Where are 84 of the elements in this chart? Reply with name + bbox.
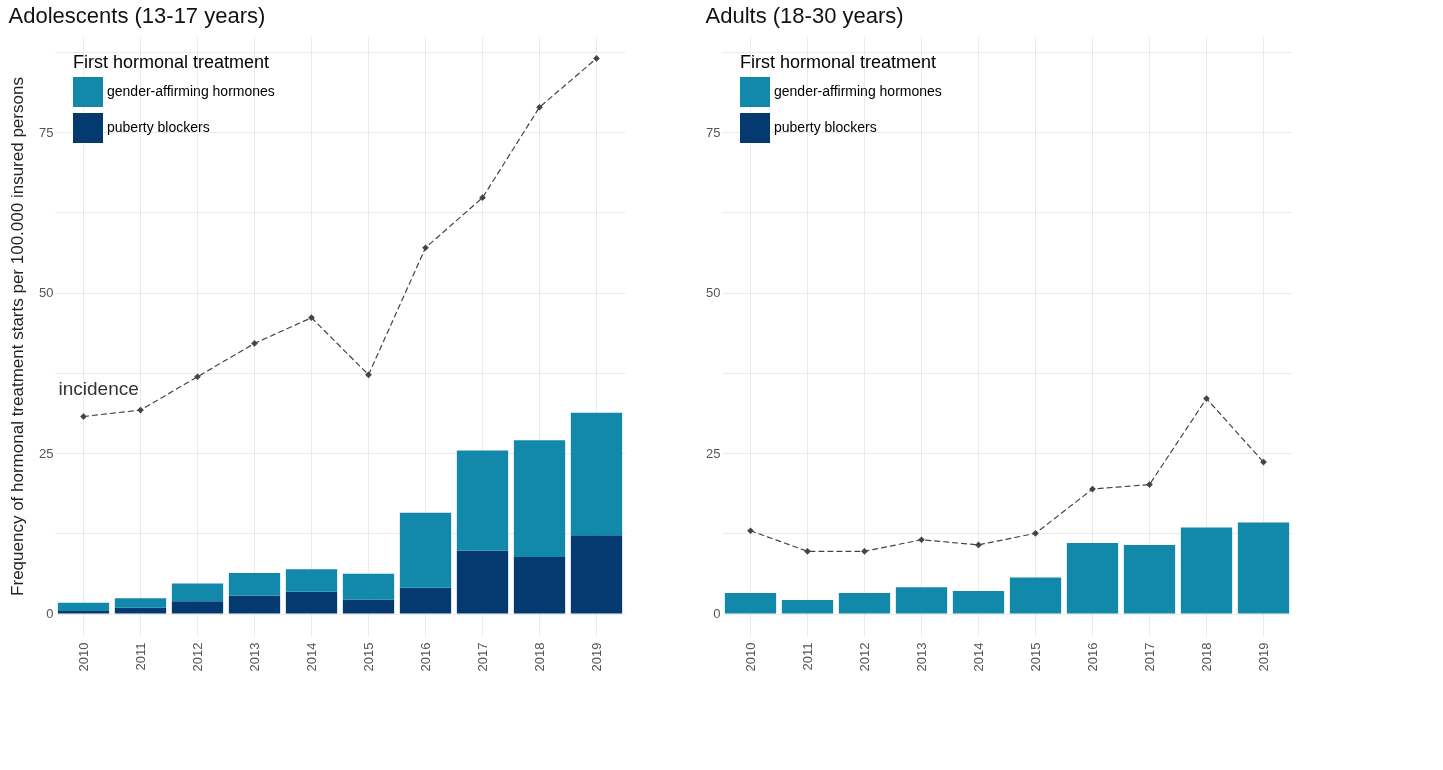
x-tick-label: 2010	[742, 642, 758, 672]
x-tick-label: 2013	[246, 642, 262, 672]
bar	[513, 557, 566, 614]
y-tick-label: 0	[46, 606, 54, 622]
bar	[1009, 577, 1062, 614]
y-tick-label: 75	[706, 124, 721, 140]
x-tick-label: 2016	[417, 642, 433, 672]
point	[747, 527, 754, 535]
point	[861, 547, 868, 555]
point	[593, 55, 600, 62]
legend-label: puberty blockers	[774, 119, 877, 135]
x-tick-label: 2014	[970, 642, 986, 672]
x-tick-label: 2018	[531, 642, 547, 672]
x-tick-label: 2015	[360, 642, 376, 672]
y-tick-label: 50	[706, 285, 721, 301]
chart-title: Adults (18-30 years)	[705, 3, 904, 28]
x-tick-label: 2011	[132, 642, 148, 671]
bar	[1237, 522, 1290, 614]
y-tick-label: 25	[39, 445, 54, 461]
bar	[724, 593, 777, 614]
point	[80, 413, 87, 420]
legend-label: puberty blockers	[107, 119, 210, 135]
bar	[114, 598, 167, 608]
point	[422, 244, 429, 252]
bar	[57, 602, 110, 611]
point	[804, 547, 811, 555]
point	[918, 536, 925, 544]
legend-title: First hormonal treatment	[740, 52, 937, 72]
bar	[1123, 544, 1176, 614]
x-tick-label: 2015	[1027, 642, 1043, 672]
bar	[1180, 527, 1233, 614]
bar	[456, 450, 509, 551]
x-tick-label: 2012	[189, 642, 205, 672]
x-tick-label: 2012	[856, 642, 872, 672]
bar	[171, 583, 224, 602]
x-tick-label: 2019	[588, 642, 604, 672]
chart-title: Adolescents (13-17 years)	[8, 3, 266, 28]
point	[1032, 529, 1039, 537]
bar	[285, 569, 338, 592]
x-tick-label: 2016	[1084, 642, 1100, 672]
bar	[399, 512, 452, 588]
x-tick-label: 2019	[1255, 642, 1271, 672]
bar	[399, 587, 452, 614]
x-tick-label: 2017	[1141, 642, 1157, 672]
y-tick-label: 25	[706, 445, 721, 461]
y-tick-label: 75	[39, 124, 54, 140]
bar	[781, 600, 834, 614]
x-tick-label: 2010	[75, 642, 91, 672]
x-tick-label: 2018	[1198, 642, 1214, 672]
bar	[838, 593, 891, 614]
bar	[228, 573, 281, 596]
bar	[456, 550, 509, 614]
bar	[57, 610, 110, 614]
point	[251, 340, 258, 347]
bar	[114, 607, 167, 614]
bar	[513, 440, 566, 558]
point	[308, 314, 315, 322]
bar	[285, 591, 338, 614]
bar	[342, 599, 395, 614]
point	[1203, 395, 1210, 402]
x-tick-label: 2017	[474, 642, 490, 672]
x-tick-label: 2011	[799, 642, 815, 671]
x-tick-label: 2013	[913, 642, 929, 672]
bar	[952, 591, 1005, 614]
bar	[570, 535, 623, 614]
point	[194, 373, 201, 381]
bar	[228, 595, 281, 614]
point	[479, 194, 486, 202]
point	[1146, 481, 1153, 488]
y-axis-title: Frequency of hormonal treatment starts per 100.000 insured persons	[8, 77, 28, 596]
bar	[895, 587, 948, 614]
x-tick-label: 2014	[303, 642, 319, 672]
legend-label: gender-affirming hormones	[774, 83, 942, 99]
bar	[342, 573, 395, 600]
annotation: incidence	[58, 377, 139, 399]
bar	[1066, 542, 1119, 614]
point	[536, 103, 543, 111]
bar	[171, 601, 224, 614]
bar	[570, 412, 623, 536]
legend-label: gender-affirming hormones	[107, 83, 275, 99]
legend-title: First hormonal treatment	[73, 52, 270, 72]
point	[365, 371, 372, 379]
y-tick-label: 0	[713, 606, 721, 622]
y-tick-label: 50	[39, 285, 54, 301]
